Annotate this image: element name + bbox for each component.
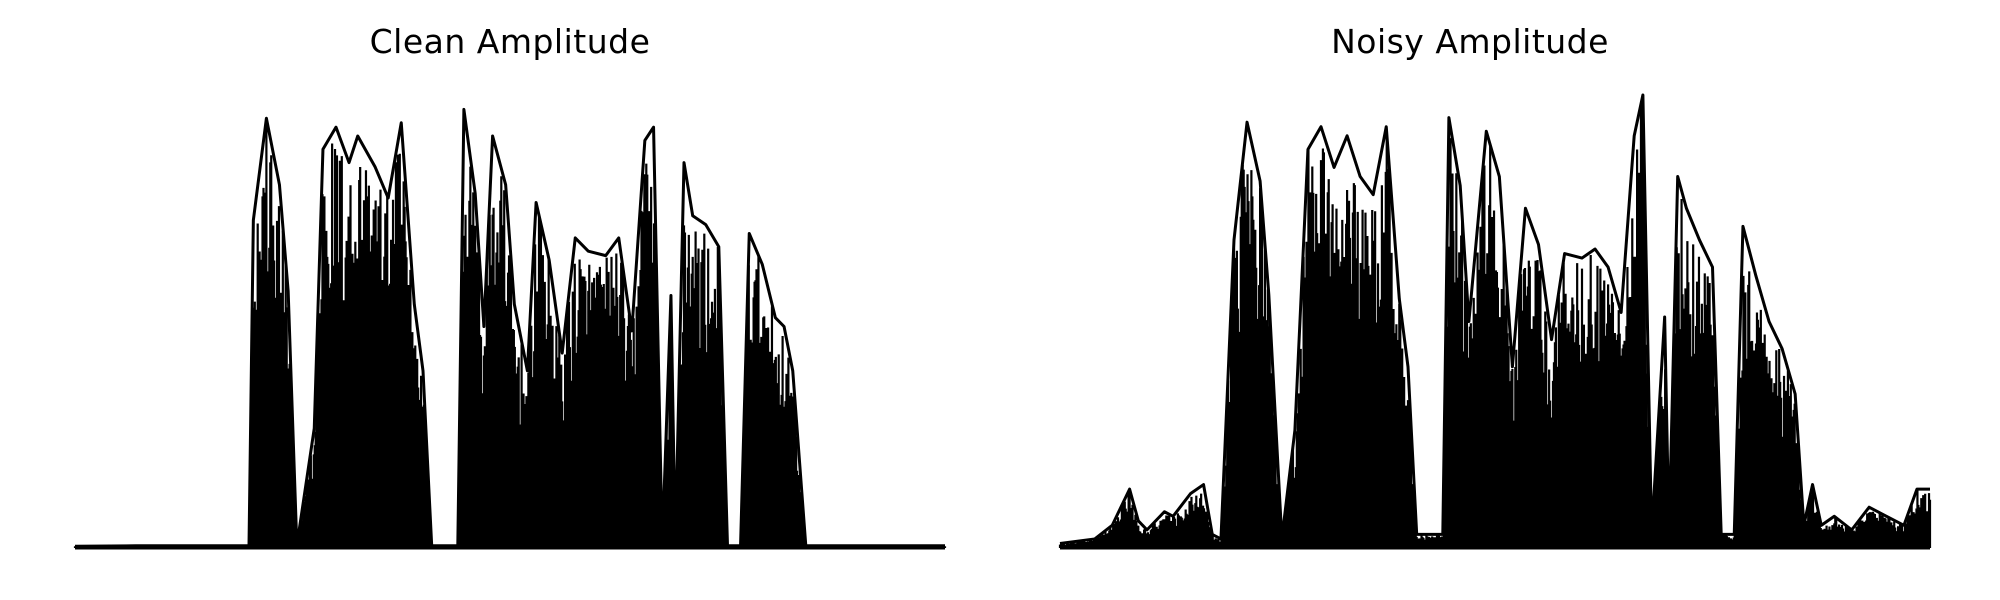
clean-amplitude-envelope xyxy=(74,107,945,548)
noisy-amplitude-fill xyxy=(1058,105,1932,548)
noisy-amplitude-envelope xyxy=(1059,93,1930,545)
noisy-amplitude-plot xyxy=(1058,93,1932,550)
noisy-amplitude-panel: Noisy Amplitude xyxy=(1000,0,2000,600)
noisy-amplitude-title: Noisy Amplitude xyxy=(1331,22,1609,61)
clean-amplitude-panel: Clean Amplitude xyxy=(73,22,947,550)
clean-amplitude-fill xyxy=(73,120,947,548)
clean-amplitude-title: Clean Amplitude xyxy=(369,22,651,61)
clean-amplitude-plot xyxy=(73,107,947,550)
